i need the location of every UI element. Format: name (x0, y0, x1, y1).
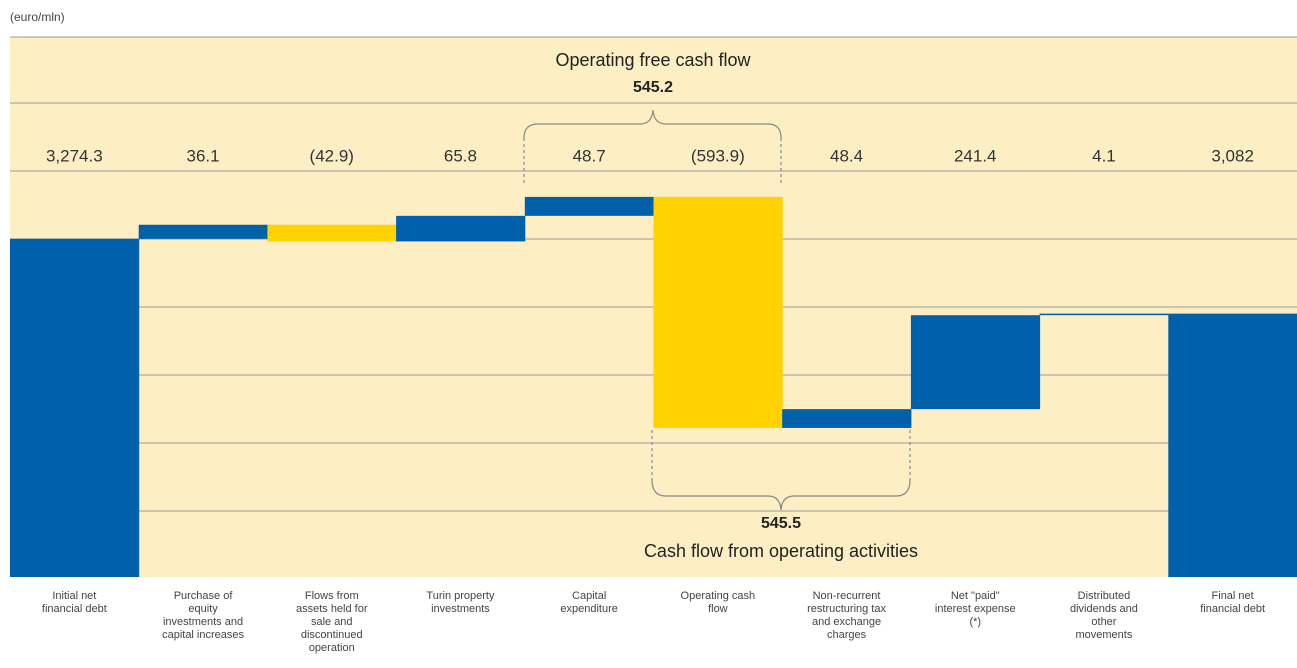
bar (10, 238, 140, 577)
category-label: Distributed dividends and other movement… (1069, 590, 1138, 641)
category-label: Operating cash flow (680, 590, 756, 615)
brace (651, 479, 911, 511)
bar (396, 215, 526, 242)
bar (267, 224, 397, 242)
value-label: 241.4 (954, 146, 997, 165)
value-label: 48.7 (573, 146, 606, 165)
bar (1168, 313, 1297, 577)
bar (1039, 313, 1169, 316)
value-label: (42.9) (310, 146, 354, 165)
value-label: 3,082 (1211, 146, 1254, 165)
category-label: Initial net financial debt (41, 590, 107, 615)
category-label: Final net financial debt (1200, 590, 1266, 615)
category-label: Turin property investments (426, 590, 495, 615)
bar (524, 196, 654, 216)
value-label: 3,274.3 (46, 146, 103, 165)
value-label: 65.8 (444, 146, 477, 165)
bar (138, 224, 268, 239)
category-label: Capital expenditure (560, 590, 618, 615)
bar (910, 315, 1041, 410)
category-label: Flows from assets held for sale and disc… (295, 590, 368, 654)
annotation-value: 545.5 (761, 515, 801, 532)
value-label: (593.9) (691, 146, 745, 165)
bar (653, 196, 783, 428)
bars (10, 196, 1297, 577)
value-label: 36.1 (187, 146, 220, 165)
annotation-title: Cash flow from operating activities (644, 541, 918, 561)
bar (782, 409, 912, 428)
category-label: Net "paid" interest expense (*) (934, 590, 1016, 628)
category-label: Purchase of equity investments and capit… (162, 590, 245, 641)
unit-label: (euro/mln) (10, 10, 65, 24)
annotation-title: Operating free cash flow (555, 50, 751, 70)
category-label: Non-recurrent restructuring tax and exch… (807, 590, 886, 641)
brace (523, 109, 782, 139)
value-label: 48.4 (830, 146, 863, 165)
annotation-value: 545.2 (633, 79, 673, 96)
braces (523, 109, 911, 511)
value-label: 4.1 (1092, 146, 1116, 165)
